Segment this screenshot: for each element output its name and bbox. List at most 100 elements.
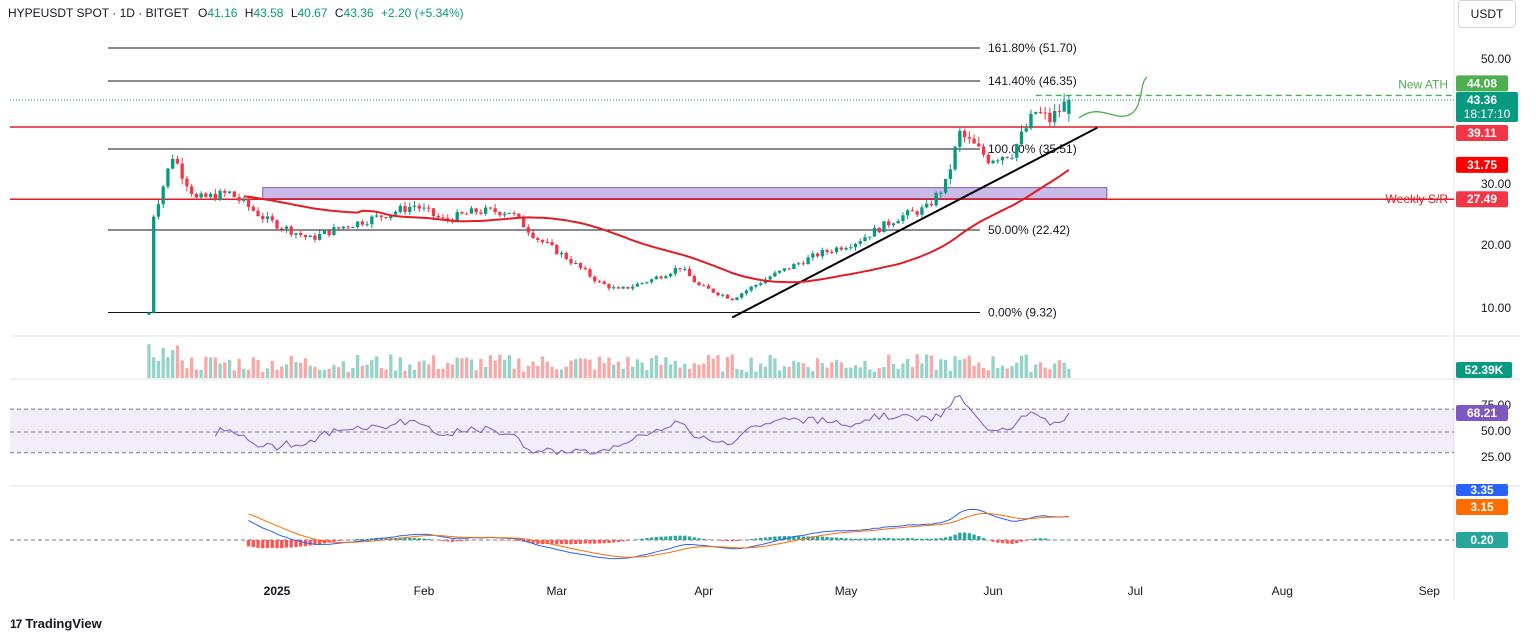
candle-body [336, 227, 341, 229]
macd-histogram-bar [517, 540, 521, 541]
rsi-tick-label: 50.00 [1481, 424, 1511, 438]
candle-body [460, 212, 464, 214]
volume-bar [872, 371, 877, 378]
candle-body [332, 227, 336, 236]
rsi-line [214, 395, 1070, 456]
volume-bar [483, 367, 488, 378]
volume-bar [853, 365, 858, 378]
volume-tag-bg [1456, 362, 1512, 378]
candle-body [483, 207, 488, 214]
candle-body [493, 208, 497, 213]
candle-body [882, 221, 886, 233]
volume-bar [1067, 368, 1071, 378]
volume-bar [398, 357, 402, 378]
branding-label: TradingView [25, 616, 102, 631]
candle-body [431, 208, 436, 216]
volume-bar [612, 364, 616, 378]
macd-histogram-bar [882, 537, 886, 540]
candle-body [801, 263, 806, 265]
candle-body [389, 214, 393, 219]
macd-histogram-bar [564, 540, 568, 545]
macd-histogram-bar [284, 540, 289, 548]
support-tag-39: 39.11 [1467, 126, 1497, 140]
candle-body [792, 264, 796, 270]
candle-body [796, 263, 801, 265]
candle-body [227, 191, 232, 193]
countdown-tag: 18:17:10 [1464, 107, 1511, 121]
volume-bar [521, 371, 526, 378]
volume-bar [488, 355, 493, 378]
volume-bar [910, 367, 915, 378]
macd-histogram-bar [763, 537, 768, 540]
candle-body [175, 158, 180, 164]
candle-body [811, 253, 815, 258]
volume-bar [555, 369, 559, 378]
candle-body [773, 272, 777, 277]
fib-label: 50.00% (22.42) [988, 223, 1070, 237]
macd-histogram-bar [1038, 538, 1043, 540]
macd-histogram-bar [872, 538, 877, 540]
x-tick-label: Jun [983, 584, 1002, 598]
tradingview-logo: 17 TradingView [10, 616, 102, 631]
projection-path [1078, 76, 1148, 119]
volume-bar [863, 360, 867, 378]
candle-body [996, 160, 1000, 162]
ath-annotation: New ATH [1398, 77, 1448, 91]
volume-bar [787, 366, 791, 378]
volume-bar [858, 367, 862, 378]
macd-histogram-bar [246, 540, 251, 547]
symbol-label[interactable]: HYPEUSDT SPOT · 1D · BITGET [8, 6, 189, 20]
macd-histogram-bar [683, 535, 687, 540]
candle-body [232, 191, 236, 198]
volume-bar [1057, 360, 1062, 378]
candle-body [659, 276, 663, 279]
volume-bar [915, 354, 919, 378]
volume-bar [242, 369, 246, 378]
volume-bar [474, 370, 478, 378]
macd-histogram-bar [417, 538, 421, 540]
candle-body [583, 267, 587, 270]
candle-body [621, 286, 625, 289]
volume-bar [792, 360, 796, 378]
candle-body [782, 268, 787, 271]
currency-button[interactable]: USDT [1458, 0, 1516, 28]
open-label: O [198, 6, 208, 20]
volume-bar [303, 358, 308, 378]
volume-bar [1048, 369, 1052, 378]
volume-bar [773, 358, 777, 378]
ath-price-tag: 44.08 [1467, 76, 1497, 90]
macd-histogram-bar [360, 538, 365, 540]
fib-label: 141.40% (46.35) [988, 74, 1077, 88]
candle-body [355, 221, 360, 227]
macd-histogram-bar [796, 536, 801, 540]
macd-histogram-bar [460, 540, 464, 542]
volume-bar [616, 361, 621, 378]
volume-tag: 52.39K [1465, 363, 1504, 377]
volume-bar [702, 363, 706, 378]
macd-histogram-bar [408, 537, 412, 540]
candle-body [446, 218, 450, 220]
tradingview-mark-icon: 17 [10, 616, 22, 631]
macd-histogram-bar [825, 536, 829, 540]
macd-histogram-bar [270, 540, 274, 548]
volume-bar [559, 369, 564, 378]
candle-body [469, 208, 474, 214]
candle-body [360, 221, 365, 225]
volume-bar [403, 370, 407, 378]
macd-histogram-bar [616, 540, 621, 543]
candle-body [199, 193, 203, 198]
macd-histogram-bar [725, 540, 730, 542]
volume-bar [621, 368, 625, 378]
candle-body [626, 286, 630, 289]
candle-body [687, 268, 692, 277]
weekly-sr-annotation: Weekly S/R [1386, 192, 1449, 206]
volume-bar [1005, 368, 1009, 378]
macd-histogram-bar [318, 540, 322, 545]
volume-bar [1010, 366, 1014, 378]
macd-histogram-bar [972, 534, 976, 540]
volume-bar [460, 358, 464, 378]
candle-body [422, 207, 426, 209]
candle-body [280, 228, 284, 230]
ath-price-tag-bg [1456, 75, 1508, 92]
